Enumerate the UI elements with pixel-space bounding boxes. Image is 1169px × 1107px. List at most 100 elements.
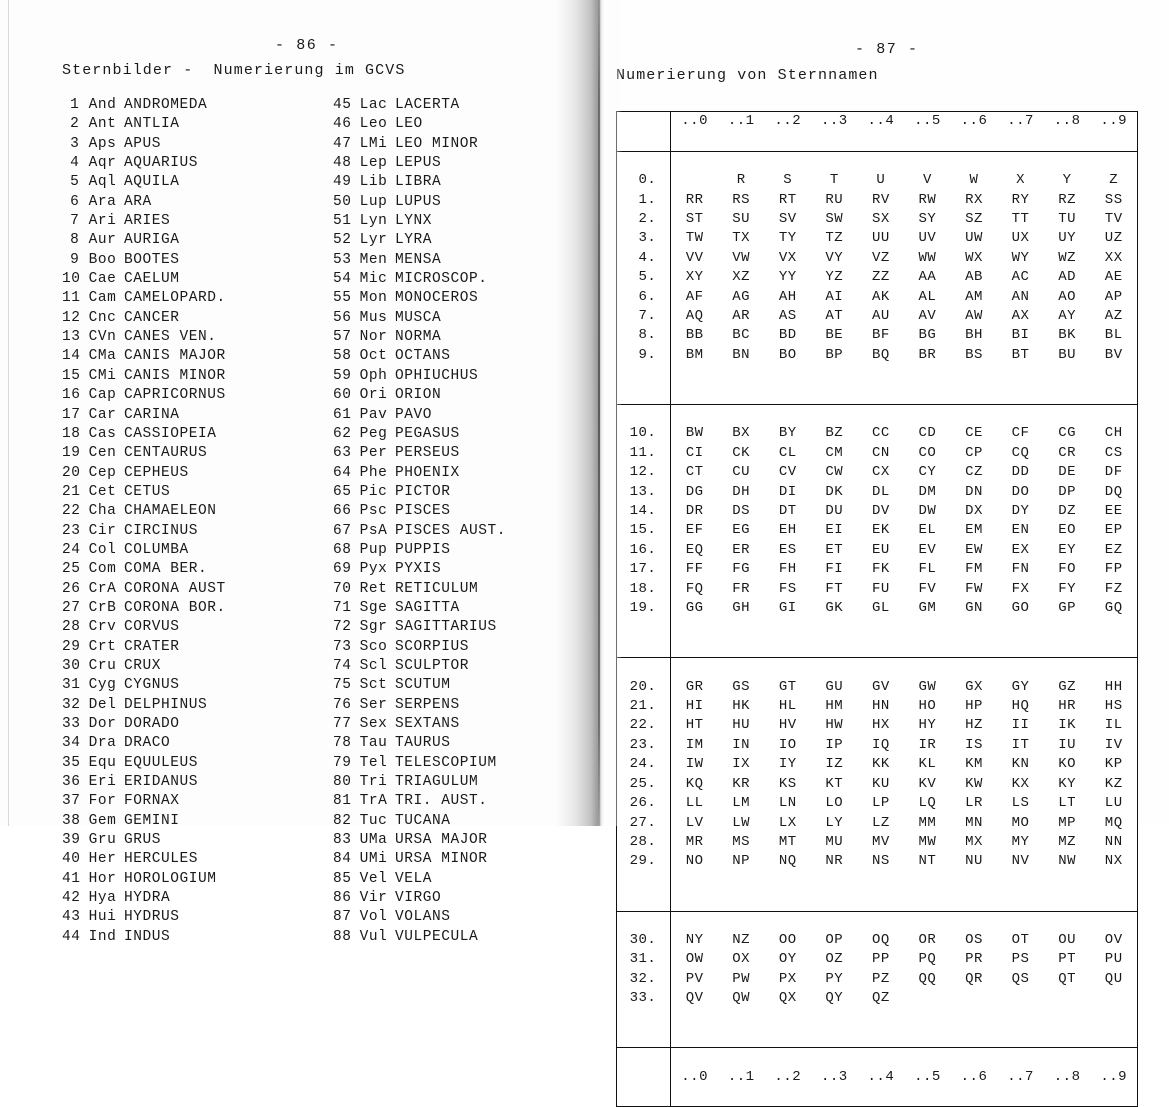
constellation-number: 24 bbox=[62, 541, 81, 558]
constellation-number: 59 bbox=[333, 367, 352, 384]
constellation-abbreviation: Pyx bbox=[359, 561, 388, 578]
spacer-cell bbox=[718, 405, 765, 425]
constellation-entry: 25 Com COMA BER. bbox=[62, 560, 226, 579]
constellation-entry: 67 PsA PISCES AUST. bbox=[333, 522, 506, 541]
code-cell: GG bbox=[685, 600, 704, 617]
constellation-abbreviation: Ant bbox=[88, 116, 117, 133]
rule-segment bbox=[950, 384, 998, 406]
row-label-cell: 9. bbox=[617, 345, 672, 366]
column-header-cell: ..5 bbox=[914, 1068, 941, 1085]
constellation-full-name: MUSCA bbox=[395, 309, 442, 326]
code-cell: CU bbox=[732, 464, 751, 481]
constellation-abbreviation: Sct bbox=[359, 677, 388, 694]
code-cell: EP bbox=[1104, 522, 1123, 539]
code-cell: BW bbox=[685, 425, 704, 442]
code-cell: LU bbox=[1104, 795, 1123, 812]
constellation-full-name: LIBRA bbox=[395, 174, 442, 191]
code-cell: BO bbox=[778, 346, 797, 363]
code-cell: PX bbox=[778, 970, 797, 987]
code-cell: NY bbox=[685, 931, 704, 948]
constellation-number: 86 bbox=[333, 890, 352, 907]
table-row: 4. VV VW VX VY VZ WW WX WY WZ XX bbox=[617, 248, 1137, 269]
constellation-abbreviation: Dor bbox=[88, 716, 117, 732]
code-cell: OQ bbox=[871, 931, 890, 948]
constellation-full-name: CEPHEUS bbox=[124, 464, 189, 481]
code-cell: TX bbox=[732, 230, 751, 247]
code-cell: DY bbox=[1011, 503, 1030, 520]
code-cell: DK bbox=[825, 483, 844, 500]
spacer-cell bbox=[671, 365, 718, 384]
spacer-cell bbox=[858, 1087, 905, 1106]
constellation-full-name: HYDRUS bbox=[124, 909, 180, 926]
code-cell: BD bbox=[778, 327, 797, 344]
code-cell: GO bbox=[1011, 600, 1030, 617]
code-cell: OW bbox=[685, 951, 704, 968]
code-cell: OT bbox=[1011, 931, 1030, 948]
constellation-number: 5 bbox=[70, 174, 80, 191]
row-label-cell: 5. bbox=[617, 268, 672, 288]
code-cell: AV bbox=[918, 308, 937, 325]
constellation-entry: 40 Her HERCULES bbox=[62, 850, 226, 869]
code-cell: HO bbox=[918, 698, 937, 715]
code-cell: BE bbox=[825, 327, 844, 344]
table-spacer-row bbox=[617, 911, 1137, 931]
spacer-cell bbox=[671, 658, 718, 678]
rule-segment bbox=[670, 131, 718, 152]
rule-segment bbox=[717, 131, 765, 152]
code-cell: CW bbox=[825, 464, 844, 481]
constellation-number: 48 bbox=[333, 155, 352, 172]
table-row: 25. KQ KR KS KT KU KV KW KX KY KZ bbox=[617, 774, 1137, 795]
code-cell: TZ bbox=[825, 230, 844, 247]
column-header-cell: ..8 bbox=[1053, 1068, 1081, 1085]
code-cell: BQ bbox=[871, 346, 890, 363]
code-cell: FP bbox=[1104, 561, 1123, 578]
constellation-entry: 74 Scl SCULPTOR bbox=[333, 657, 506, 676]
code-cell: IY bbox=[778, 756, 797, 773]
code-cell: PQ bbox=[918, 951, 937, 968]
constellation-abbreviation: Crt bbox=[88, 638, 117, 655]
code-cell: FI bbox=[825, 561, 844, 578]
code-cell: BL bbox=[1104, 327, 1123, 344]
constellation-number: 35 bbox=[62, 754, 81, 771]
constellation-number: 16 bbox=[62, 387, 81, 404]
column-header-cell: ..9 bbox=[1100, 113, 1128, 129]
code-cell: LT bbox=[1058, 795, 1077, 812]
code-cell bbox=[671, 171, 718, 190]
code-cell: CM bbox=[825, 444, 844, 461]
constellation-entry: 31 Cyg CYGNUS bbox=[62, 676, 226, 695]
code-cell: ES bbox=[778, 541, 797, 558]
table-horizontal-rule bbox=[617, 131, 1137, 152]
code-cell: FK bbox=[871, 561, 890, 578]
constellation-number: 66 bbox=[333, 503, 352, 520]
code-cell: V bbox=[922, 172, 932, 189]
code-cell bbox=[1044, 989, 1091, 1008]
constellation-entry: 75 Sct SCUTUM bbox=[333, 676, 506, 695]
spacer-cell bbox=[718, 365, 765, 384]
table-row: 0. R S T U V W X Y Z bbox=[617, 171, 1137, 191]
constellation-abbreviation: Sco bbox=[359, 638, 388, 655]
code-cell: FX bbox=[1011, 580, 1030, 597]
spacer-cell bbox=[671, 1087, 718, 1106]
constellation-abbreviation: Tel bbox=[359, 754, 388, 771]
constellation-full-name: AQUILA bbox=[124, 174, 180, 191]
constellation-full-name: OCTANS bbox=[395, 348, 451, 365]
constellation-full-name: PEGASUS bbox=[395, 425, 460, 442]
code-cell: OY bbox=[778, 951, 797, 968]
constellation-abbreviation: Del bbox=[88, 696, 117, 713]
constellation-number: 23 bbox=[62, 522, 81, 539]
constellation-number: 29 bbox=[62, 638, 81, 655]
constellation-full-name: GEMINI bbox=[124, 812, 180, 829]
constellation-abbreviation: Mic bbox=[359, 271, 388, 288]
rule-segment bbox=[764, 891, 812, 912]
table-spacer-row bbox=[617, 151, 1137, 172]
constellation-number: 84 bbox=[333, 851, 352, 868]
constellation-number: 50 bbox=[333, 193, 352, 210]
constellation-number: 49 bbox=[333, 174, 352, 191]
constellation-number: 81 bbox=[333, 793, 352, 810]
rule-segment bbox=[1043, 384, 1091, 406]
constellation-full-name: ORION bbox=[395, 387, 442, 404]
code-cell: AR bbox=[732, 308, 751, 325]
row-label-cell: 2. bbox=[617, 210, 672, 230]
page-edge-line bbox=[8, 0, 9, 826]
code-cell: CF bbox=[1011, 425, 1030, 442]
